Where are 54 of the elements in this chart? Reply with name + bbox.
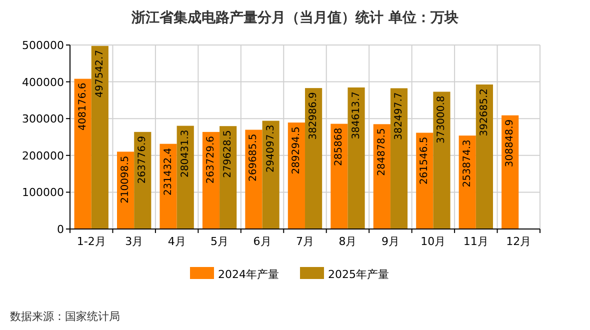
data-label: 279628.5 bbox=[222, 130, 234, 178]
bar bbox=[74, 78, 92, 229]
bar bbox=[348, 87, 365, 229]
bar bbox=[305, 88, 322, 229]
bar bbox=[160, 144, 177, 229]
bar bbox=[433, 92, 450, 229]
bar bbox=[476, 84, 493, 229]
data-label: 294097.3 bbox=[265, 124, 276, 172]
data-label: 382986.9 bbox=[308, 92, 320, 140]
x-tick-label: 7月 bbox=[296, 235, 314, 248]
chart-title: 浙江省集成电路产量分月（当月值）统计 单位：万块 bbox=[130, 9, 458, 26]
x-tick-label: 12月 bbox=[506, 235, 532, 248]
data-label: 382497.7 bbox=[394, 92, 404, 140]
y-tick-label: 500000 bbox=[22, 39, 64, 52]
y-tick-label: 100000 bbox=[22, 186, 64, 200]
data-label: 497542.7 bbox=[94, 50, 106, 98]
data-label: 231432.4 bbox=[162, 148, 174, 196]
data-label: 261546.5 bbox=[419, 136, 430, 184]
data-label: 289294.5 bbox=[290, 126, 302, 174]
data-label: 392685.2 bbox=[478, 88, 490, 136]
data-label: 263776.9 bbox=[137, 136, 148, 184]
y-tick-label: 400000 bbox=[22, 76, 64, 89]
y-tick-label: 0 bbox=[57, 223, 64, 236]
data-label: 210098.5 bbox=[120, 156, 132, 204]
bar bbox=[330, 124, 348, 229]
bar bbox=[91, 46, 108, 229]
x-tick-label: 5月 bbox=[210, 235, 229, 248]
data-label: 308848.9 bbox=[504, 119, 516, 168]
x-tick-label: 6月 bbox=[253, 235, 272, 248]
x-tick-label: 10月 bbox=[420, 235, 446, 248]
x-tick-label: 8月 bbox=[338, 235, 357, 248]
y-tick-label: 200000 bbox=[22, 149, 64, 162]
x-tick-label: 4月 bbox=[168, 235, 186, 248]
legend-label: 2024年产量 bbox=[218, 268, 279, 281]
x-tick-label: 9月 bbox=[381, 235, 400, 248]
data-label: 285868 bbox=[334, 128, 345, 166]
x-tick-label: 3月 bbox=[125, 235, 144, 248]
source-note: 数据来源：国家统计局 bbox=[10, 310, 120, 323]
data-label: 263729.6 bbox=[206, 136, 216, 184]
y-tick-label: 300000 bbox=[22, 112, 64, 126]
x-tick-label: 1-2月 bbox=[76, 235, 106, 248]
data-label: 284878.5 bbox=[376, 128, 388, 176]
bar bbox=[220, 126, 237, 229]
data-label: 280431.3 bbox=[180, 130, 191, 178]
x-tick-label: 11月 bbox=[463, 235, 488, 248]
data-label: 384613.7 bbox=[350, 91, 362, 140]
legend-label: 2025年产量 bbox=[328, 268, 389, 281]
data-label: 373000.8 bbox=[436, 96, 448, 144]
data-label: 408176.6 bbox=[77, 82, 88, 131]
bar bbox=[390, 88, 408, 229]
bar bbox=[262, 120, 280, 229]
data-label: 269685.5 bbox=[248, 134, 260, 182]
data-label: 253874.3 bbox=[462, 140, 473, 188]
bar bbox=[245, 130, 262, 229]
